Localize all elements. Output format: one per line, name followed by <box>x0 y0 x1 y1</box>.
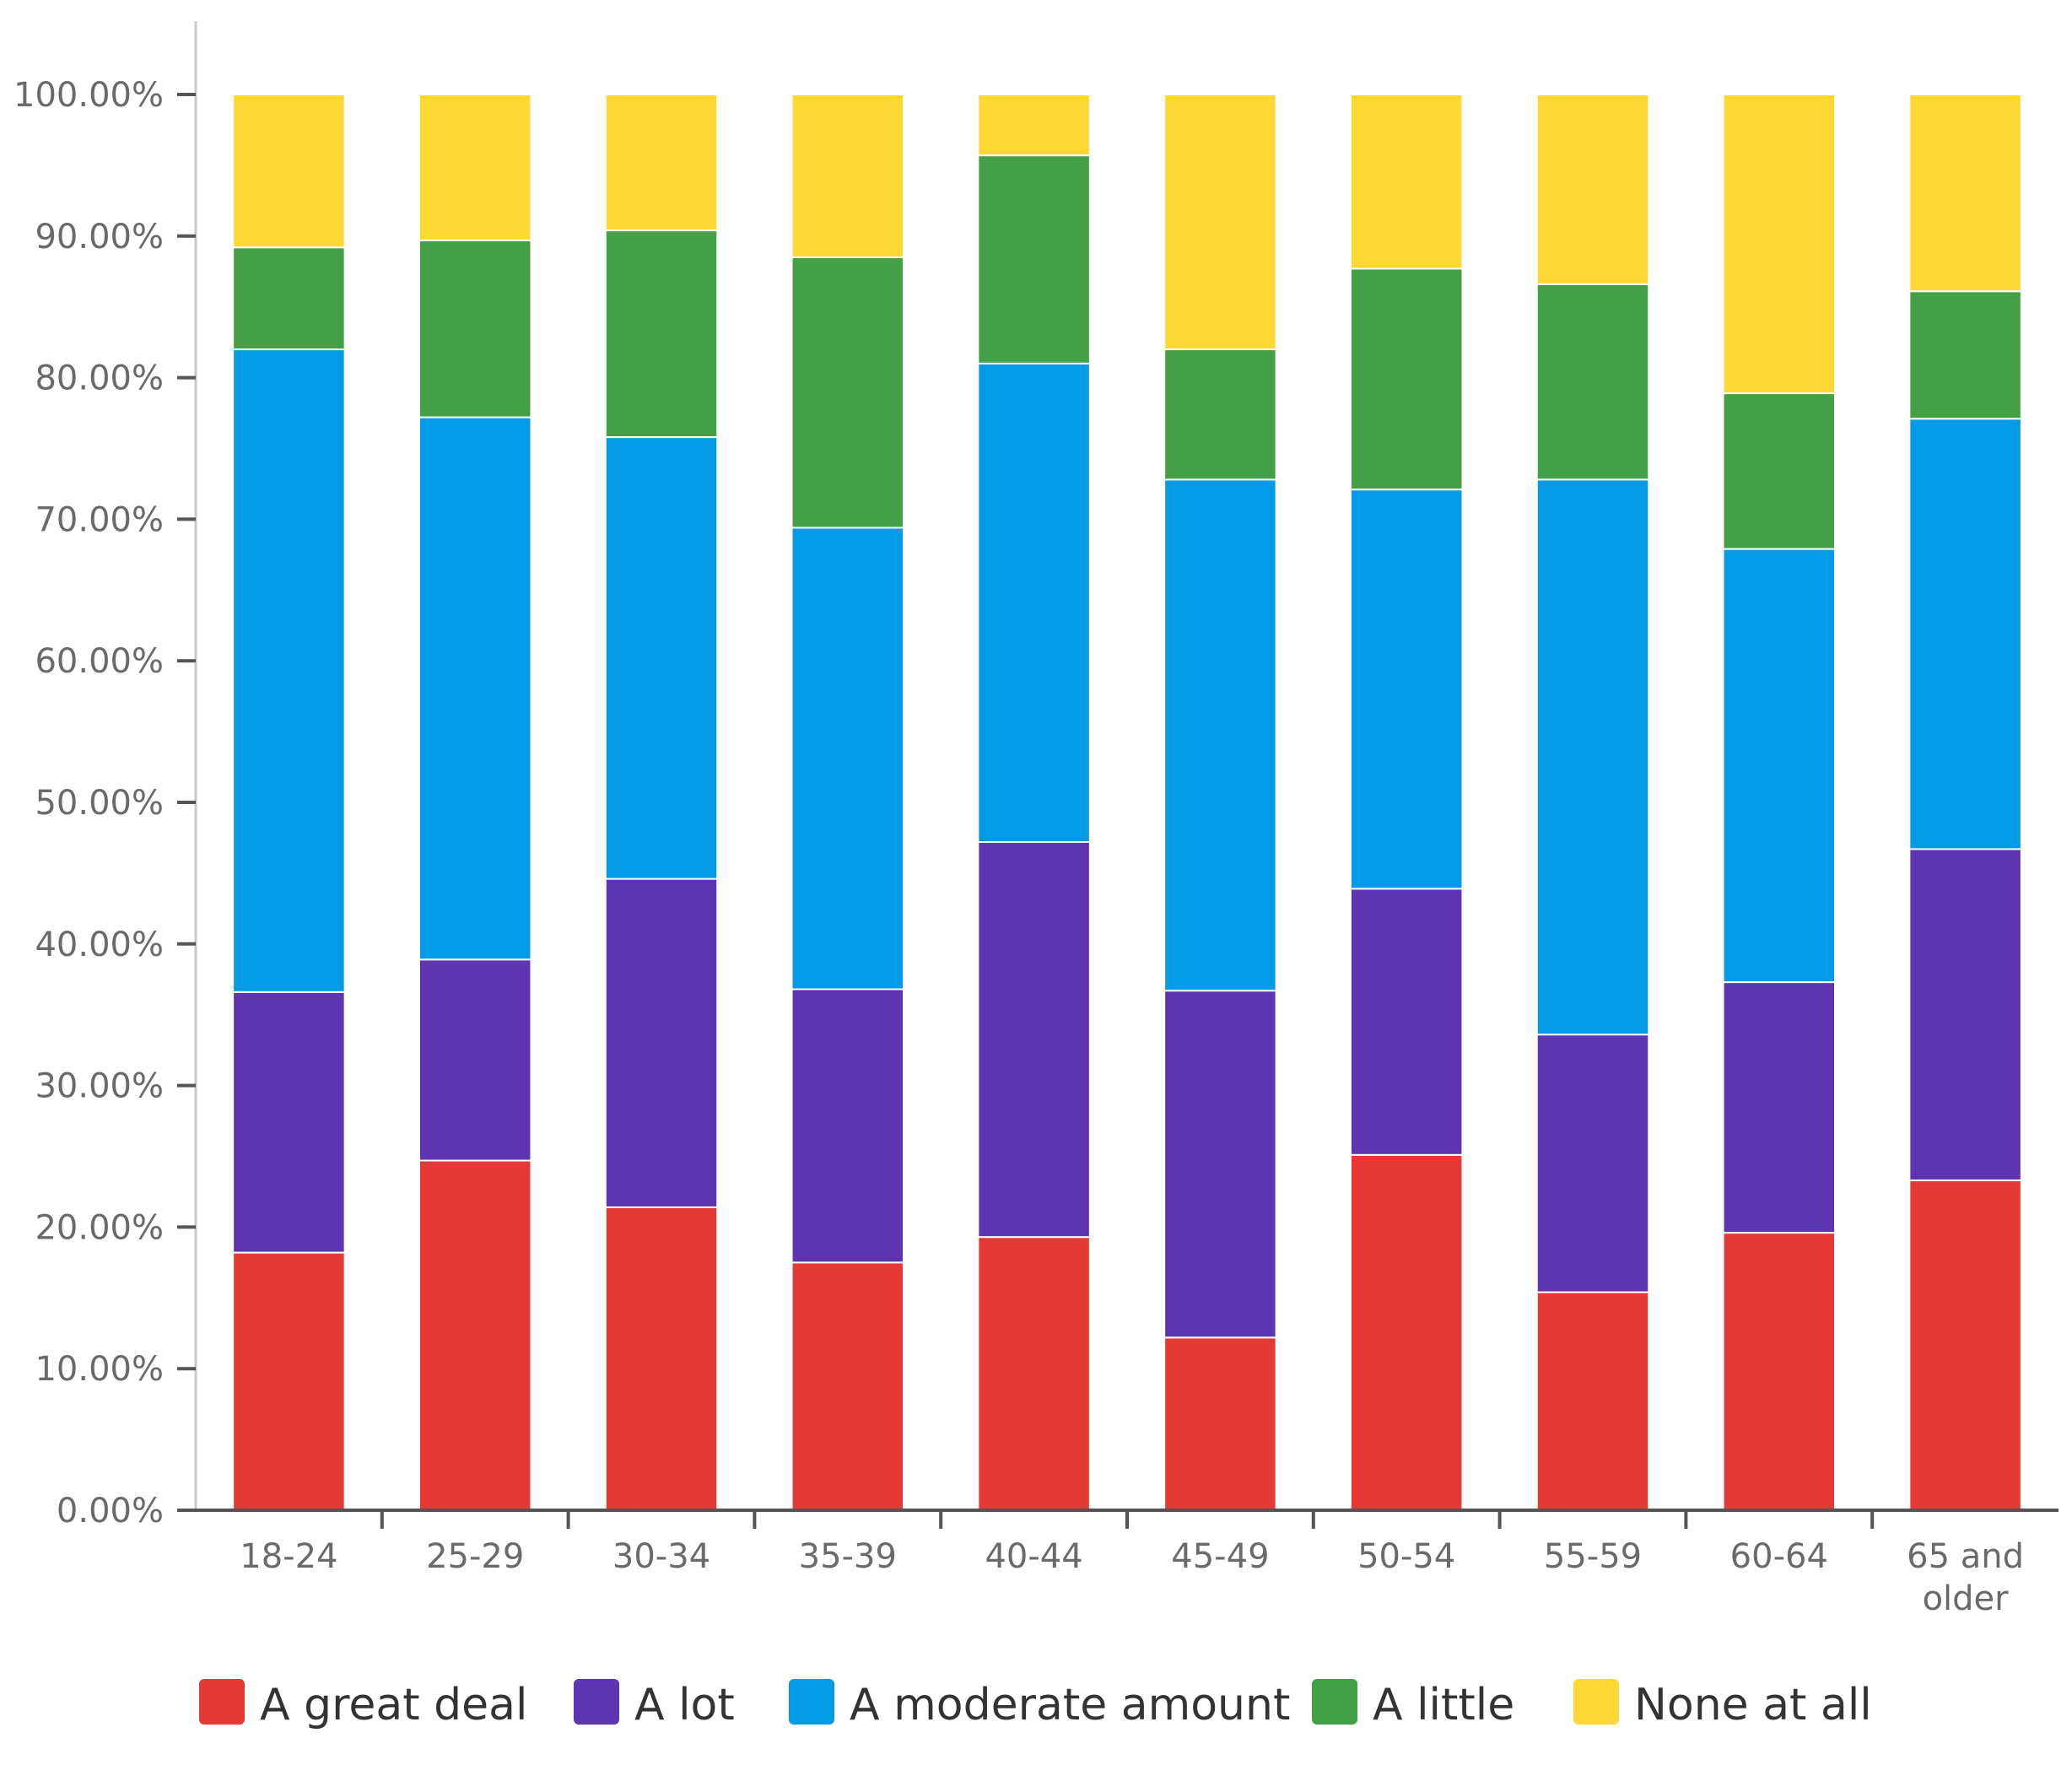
legend-swatch <box>1312 1679 1357 1725</box>
x-tick-label: 55-59 <box>1544 1537 1642 1576</box>
x-tick-label: 25-29 <box>426 1537 524 1576</box>
y-tick-label: 100.00% <box>13 76 164 115</box>
bar-segment <box>1535 1034 1650 1293</box>
y-tick-label: 40.00% <box>35 926 164 964</box>
bar-segment <box>1163 990 1277 1339</box>
x-tick-label: 35-39 <box>799 1537 897 1576</box>
bar-segment <box>604 1206 719 1511</box>
bar-segment <box>1722 392 1837 550</box>
bar-segment <box>232 991 346 1254</box>
bar-segment <box>1349 267 1464 491</box>
legend-item: None at all <box>1573 1679 1872 1730</box>
bar-segment <box>232 1251 346 1511</box>
bar-segment <box>418 1159 532 1512</box>
bar-segment <box>604 436 719 880</box>
bar-segment <box>1349 1153 1464 1512</box>
legend-item: A great deal <box>199 1679 527 1730</box>
y-tick-label: 60.00% <box>35 642 164 681</box>
bar-segment <box>1908 848 2022 1182</box>
bar-segment <box>1349 94 1464 270</box>
bar-segment <box>1163 94 1277 351</box>
bar-segment <box>1908 290 2022 420</box>
x-tick-label: 30-34 <box>612 1537 710 1576</box>
y-tick-label: 80.00% <box>35 359 164 398</box>
y-tick-label: 50.00% <box>35 784 164 823</box>
bar-segment <box>1349 888 1464 1156</box>
x-tick-label: 65 and older <box>1907 1537 2024 1618</box>
bar-segment <box>418 416 532 961</box>
bar-segment <box>604 229 719 439</box>
bar-segment <box>1535 478 1650 1036</box>
y-tick-label: 0.00% <box>57 1492 164 1530</box>
legend-item: A little <box>1312 1679 1514 1730</box>
bar-segment <box>1722 548 1837 984</box>
y-tick-label: 20.00% <box>35 1208 164 1247</box>
y-tick-label: 30.00% <box>35 1067 164 1106</box>
bar-segment <box>790 94 905 258</box>
bar-segment <box>1349 489 1464 890</box>
bar-segment <box>232 348 346 993</box>
bar-segment <box>977 94 1091 157</box>
x-tick-label: 45-49 <box>1171 1537 1269 1576</box>
legend-item: A lot <box>574 1679 735 1730</box>
bar-segment <box>1908 94 2022 293</box>
legend-swatch <box>199 1679 245 1725</box>
bar-segment <box>418 94 532 241</box>
bar-segment <box>418 239 532 418</box>
legend-label: A lot <box>634 1680 735 1730</box>
bar-segment <box>977 840 1091 1239</box>
bar-segment <box>790 526 905 991</box>
legend-label: A moderate amount <box>850 1680 1290 1730</box>
legend-item: A moderate amount <box>789 1679 1290 1730</box>
legend-swatch <box>789 1679 834 1725</box>
bar-segment <box>977 154 1091 364</box>
bar-segment <box>790 256 905 529</box>
bar-segment <box>1535 1291 1650 1511</box>
bar-segment <box>1722 1232 1837 1512</box>
bar-segment <box>232 246 346 351</box>
x-tick-label: 18-24 <box>240 1537 337 1576</box>
bar-segment <box>1535 94 1650 285</box>
y-tick-label: 90.00% <box>35 218 164 256</box>
bar-segment <box>1163 348 1277 481</box>
legend-label: A little <box>1373 1680 1514 1730</box>
x-tick-label: 50-54 <box>1357 1537 1455 1576</box>
y-axis: 0.00% 10.00% 20.00% 30.00% 40.00% 50.00% 60.00… <box>13 21 197 1530</box>
y-tick-label: 10.00% <box>35 1350 164 1389</box>
y-tick-label: 70.00% <box>35 500 164 539</box>
bar-segment <box>790 988 905 1264</box>
legend: A great deal A lot A moderate amount A litt… <box>199 1679 1872 1730</box>
bar-segment <box>1535 283 1650 481</box>
bar-segment <box>604 94 719 232</box>
bar-segment <box>418 958 532 1162</box>
bars <box>232 94 2022 1512</box>
bar-segment <box>232 94 346 249</box>
bar-segment <box>1908 1180 2022 1511</box>
bar-segment <box>1163 478 1277 992</box>
bar-segment <box>1722 94 1837 395</box>
legend-swatch <box>574 1679 619 1725</box>
legend-label: None at all <box>1634 1680 1872 1730</box>
x-axis: 18-24 25-29 30-34 35-39 40-44 45-49 50-54 55-59… <box>196 1509 2059 1618</box>
bar-segment <box>977 1236 1091 1511</box>
bar-segment <box>604 877 719 1208</box>
x-tick-label: 60-64 <box>1730 1537 1828 1576</box>
x-tick-label: 40-44 <box>985 1537 1082 1576</box>
legend-swatch <box>1573 1679 1619 1725</box>
legend-label: A great deal <box>260 1680 527 1730</box>
bar-segment <box>1722 981 1837 1234</box>
bar-segment <box>977 362 1091 843</box>
bar-segment <box>1163 1336 1277 1512</box>
bar-segment <box>790 1261 905 1511</box>
bar-segment <box>1908 418 2022 850</box>
